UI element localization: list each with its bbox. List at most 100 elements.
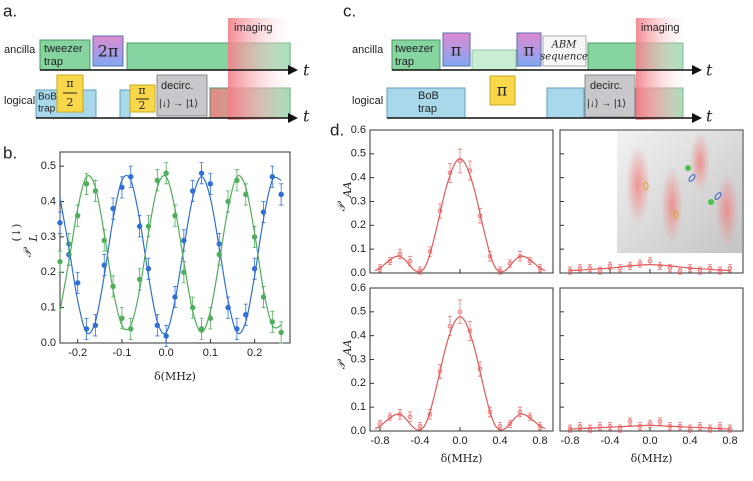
box-text: trap <box>418 103 437 115</box>
y-tick-label: 0.5 <box>41 160 56 172</box>
box-text: π <box>497 81 508 100</box>
error-bar <box>568 266 572 275</box>
box-text: π <box>451 41 462 60</box>
box-text: 2π <box>98 42 119 61</box>
time-label: t <box>303 107 310 126</box>
data-point <box>407 258 413 264</box>
error-bar <box>698 422 702 431</box>
error-bar <box>688 424 692 433</box>
x-tick-label: -0.4 <box>411 435 430 447</box>
y-tick-label: 0.2 <box>41 266 56 278</box>
atom <box>714 192 722 200</box>
box-text: trap <box>44 56 63 68</box>
box-text: 2 <box>139 99 146 112</box>
fit-line <box>374 157 546 273</box>
x-tick-label: 0.8 <box>532 435 547 447</box>
atom <box>673 210 679 220</box>
y-tick-label: 0.0 <box>351 267 366 279</box>
data-point <box>627 419 633 424</box>
time-label: t <box>303 61 310 80</box>
row-label: logical <box>4 95 35 107</box>
y-tick-label: 0.3 <box>351 195 366 207</box>
y-tick-label: 0.2 <box>351 219 366 231</box>
data-point <box>537 423 543 429</box>
arrowhead <box>692 65 702 75</box>
box-text: tweezer <box>44 43 83 55</box>
y-label-sup: (↓) <box>10 224 23 242</box>
box-text: π <box>524 41 535 60</box>
atom <box>708 199 714 205</box>
error-bar <box>658 417 662 426</box>
box-text: |↓⟩ → |1⟩ <box>159 99 198 110</box>
error-bar <box>498 266 502 275</box>
x-axis-label: δ(MHz) <box>441 452 483 465</box>
x-axis-label: δ(MHz) <box>154 370 196 383</box>
fit-line <box>569 424 731 430</box>
imaging-window <box>636 18 684 120</box>
error-bar <box>398 248 402 260</box>
data-point <box>447 323 453 329</box>
box-text: ABM <box>551 40 578 51</box>
time-label: t <box>706 107 713 126</box>
error-bar <box>618 264 622 273</box>
y-axis-label: 𝒫 AA <box>335 182 354 212</box>
fit-line <box>59 174 282 335</box>
box-text: BoB <box>418 90 439 102</box>
beam <box>661 167 683 243</box>
box-text: trap <box>395 56 414 68</box>
error-bar <box>608 422 612 431</box>
y-tick-label: 0.0 <box>41 337 56 349</box>
data-point <box>278 329 284 336</box>
error-bar <box>468 320 472 341</box>
pulse-box <box>92 35 124 67</box>
y-tick-label: 0.0 <box>351 425 366 437</box>
data-point <box>497 423 503 429</box>
error-bar <box>708 264 712 273</box>
data-point <box>417 423 423 429</box>
y-label-base: 𝒫 <box>21 247 34 258</box>
error-bar <box>588 264 592 273</box>
tweezer-box <box>39 39 91 71</box>
x-tick-label: 0.4 <box>682 435 697 447</box>
atom <box>688 174 696 182</box>
data-point <box>198 170 205 176</box>
data-point <box>377 265 383 271</box>
box-text: decirc. <box>161 80 193 92</box>
x-tick-label: -0.8 <box>561 435 580 447</box>
data-point <box>278 191 284 198</box>
beam <box>690 132 710 192</box>
plot-frame <box>59 151 291 344</box>
data-point <box>537 265 543 271</box>
decirc-box <box>584 74 636 118</box>
data-point <box>83 181 90 187</box>
error-bar <box>628 417 632 426</box>
arrowhead <box>692 113 702 123</box>
bob-box <box>119 89 131 119</box>
bob-box <box>546 87 585 119</box>
error-bar <box>598 422 602 431</box>
y-label-base: 𝒫 <box>335 201 348 212</box>
y-tick-label: 0.1 <box>41 302 56 314</box>
plot-frame <box>369 287 554 432</box>
panel-label: c. <box>343 1 356 20</box>
box-text: |↓⟩ → |1⟩ <box>587 99 626 110</box>
inset-image <box>617 131 742 253</box>
y-tick-label: 0.2 <box>351 377 366 389</box>
imaging-window <box>228 18 290 120</box>
x-tick-label: 0.1 <box>203 347 218 359</box>
decirc-box <box>156 74 208 117</box>
box-text: imaging <box>234 22 273 34</box>
x-tick-label: 0.2 <box>247 347 262 359</box>
box-text: BoB <box>38 92 57 103</box>
data-point <box>657 419 663 424</box>
y-tick-label: 0.5 <box>351 306 366 318</box>
beam <box>626 145 650 225</box>
data-point <box>74 280 81 286</box>
y-tick-label: 0.4 <box>351 330 366 342</box>
box-text: 2 <box>67 96 74 109</box>
abm-box <box>542 35 587 67</box>
arrowhead <box>288 113 298 123</box>
box-text: π <box>66 77 73 90</box>
bob-box <box>386 87 466 119</box>
